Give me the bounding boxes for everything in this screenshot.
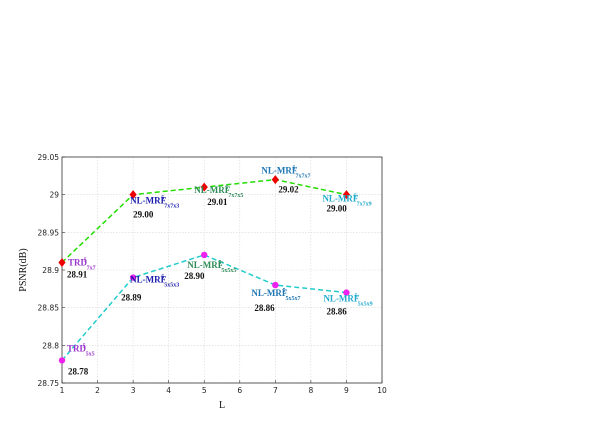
point-label-name: NL-MRF xyxy=(322,194,358,204)
series-2-point xyxy=(272,281,279,289)
point-value-label: 28.90 xyxy=(184,271,205,281)
series-2-point xyxy=(201,251,208,259)
point-label-superscript: 5 xyxy=(283,288,286,294)
y-axis-title: PSNR(dB) xyxy=(18,248,29,291)
series-1-point xyxy=(342,190,351,200)
point-value-label: 29.00 xyxy=(326,204,347,214)
x-tick-label: 9 xyxy=(344,386,349,395)
point-labels-layer: TRD57x728.91NL-MRF57x7x329.00NL-MRF57x7x… xyxy=(67,166,373,377)
point-label-superscript: 5 xyxy=(161,196,164,202)
point-label-name: NL-MRF xyxy=(130,196,166,206)
point-label-superscript: 5 xyxy=(161,275,164,281)
x-tick-label: 7 xyxy=(273,386,278,395)
ticks-layer: 1 2 3 4 5 6 7 8 9 10 28.75 28.8 28.85 28.9 28.95 29 29.0… xyxy=(38,153,387,395)
point-label-name: NL-MRF xyxy=(323,294,359,304)
point-label-superscript: 5 xyxy=(218,260,221,266)
point-label-superscript: 5 xyxy=(293,166,296,172)
series-2-point xyxy=(343,289,350,296)
point-label-name: NL-MRF xyxy=(261,166,297,176)
x-tick-label: 1 xyxy=(60,386,65,395)
series-layer xyxy=(58,175,351,364)
x-axis-title: L xyxy=(219,400,225,411)
series-1-point xyxy=(58,257,66,267)
point-label-superscript: 5 xyxy=(354,194,357,200)
series-1-point xyxy=(271,175,279,185)
point-label-superscript: 5 xyxy=(83,343,86,349)
point-label-name: TRD xyxy=(67,343,87,353)
point-value-label: 29.02 xyxy=(278,185,299,195)
point-label-name: NL-MRF xyxy=(251,288,287,298)
x-tick-label: 5 xyxy=(202,386,207,395)
x-tick-label: 3 xyxy=(131,386,136,395)
point-label-superscript: 5 xyxy=(225,185,228,191)
point-label-subscript: 7x7x3 xyxy=(164,204,179,210)
x-tick-label: 6 xyxy=(237,386,242,395)
y-tick-label: 28.95 xyxy=(38,228,60,237)
point-label-name: NL-MRF xyxy=(130,275,166,285)
series-2-point xyxy=(129,274,137,281)
point-value-label: 29.01 xyxy=(207,197,228,207)
y-tick-label: 28.75 xyxy=(38,379,60,388)
point-value-label: 28.86 xyxy=(326,307,347,317)
point-value-label: 28.89 xyxy=(121,293,142,303)
point-label-name: NL-MRF xyxy=(194,185,230,195)
series-1-point xyxy=(129,190,137,200)
y-tick-label: 29 xyxy=(49,191,59,200)
series-2-line xyxy=(61,254,347,361)
point-label-subscript: 5x5x7 xyxy=(286,296,301,302)
y-tick-label: 28.8 xyxy=(42,341,59,350)
point-label-name: TRD xyxy=(68,257,88,267)
x-tick-label: 8 xyxy=(308,386,313,395)
point-label-superscript: 5 xyxy=(355,294,358,300)
point-label-subscript: 7x7x9 xyxy=(357,202,372,208)
y-tick-label: 29.05 xyxy=(38,153,60,162)
point-label-subscript: 5x5x9 xyxy=(358,302,373,308)
point-label-subscript: 5x5x3 xyxy=(164,283,179,289)
point-value-label: 28.86 xyxy=(254,303,275,313)
point-value-label: 28.91 xyxy=(67,269,88,279)
point-value-label: 28.78 xyxy=(68,366,89,376)
y-tick-label: 28.85 xyxy=(38,304,60,313)
point-label-subscript: 5x5 xyxy=(86,351,95,357)
point-value-label: 29.00 xyxy=(133,210,154,220)
point-label-subscript: 5x5x5 xyxy=(221,268,236,274)
x-tick-label: 10 xyxy=(377,386,387,395)
point-label-subscript: 7x7x5 xyxy=(228,193,243,199)
point-label-subscript: 7x7x7 xyxy=(296,174,311,180)
x-tick-label: 2 xyxy=(95,386,100,395)
point-label-subscript: 7x7 xyxy=(87,265,96,271)
series-1-point xyxy=(200,182,208,192)
series-2-point xyxy=(58,357,66,364)
point-label-name: NL-MRF xyxy=(187,260,223,270)
y-tick-label: 28.9 xyxy=(42,266,59,275)
point-label-superscript: 5 xyxy=(84,257,87,263)
x-tick-label: 4 xyxy=(166,386,171,395)
